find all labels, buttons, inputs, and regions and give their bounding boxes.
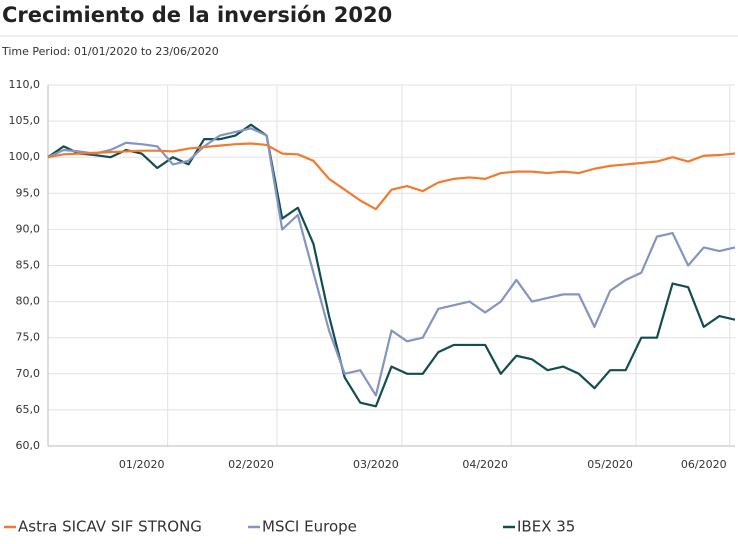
y-tick-label: 90,0 [16,222,41,235]
x-tick-label: 01/2020 [119,458,165,471]
y-tick-label: 60,0 [16,439,41,452]
y-tick-label: 65,0 [16,403,41,416]
y-tick-label: 75,0 [16,331,41,344]
legend-label: Astra SICAV SIF STRONG [18,518,202,536]
chart-title: Crecimiento de la inversión 2020 [2,3,392,27]
legend-label: IBEX 35 [517,518,575,536]
series-line [47,123,736,408]
x-tick-label: 06/2020 [681,458,727,471]
x-tick-label: 02/2020 [228,458,274,471]
y-tick-label: 105,0 [9,114,41,127]
series-line [47,142,736,211]
x-tick-label: 03/2020 [353,458,399,471]
legend-label: MSCI Europe [262,518,357,536]
x-tick-label: 05/2020 [587,458,633,471]
chart-subtitle: Time Period: 01/01/2020 to 23/06/2020 [1,45,219,58]
y-tick-label: 80,0 [16,295,41,308]
x-tick-label: 04/2020 [462,458,508,471]
y-tick-label: 110,0 [9,78,41,91]
y-tick-label: 100,0 [9,150,41,163]
y-tick-label: 70,0 [16,367,41,380]
y-tick-label: 85,0 [16,259,41,272]
y-tick-label: 95,0 [16,186,41,199]
series-line [47,127,736,397]
